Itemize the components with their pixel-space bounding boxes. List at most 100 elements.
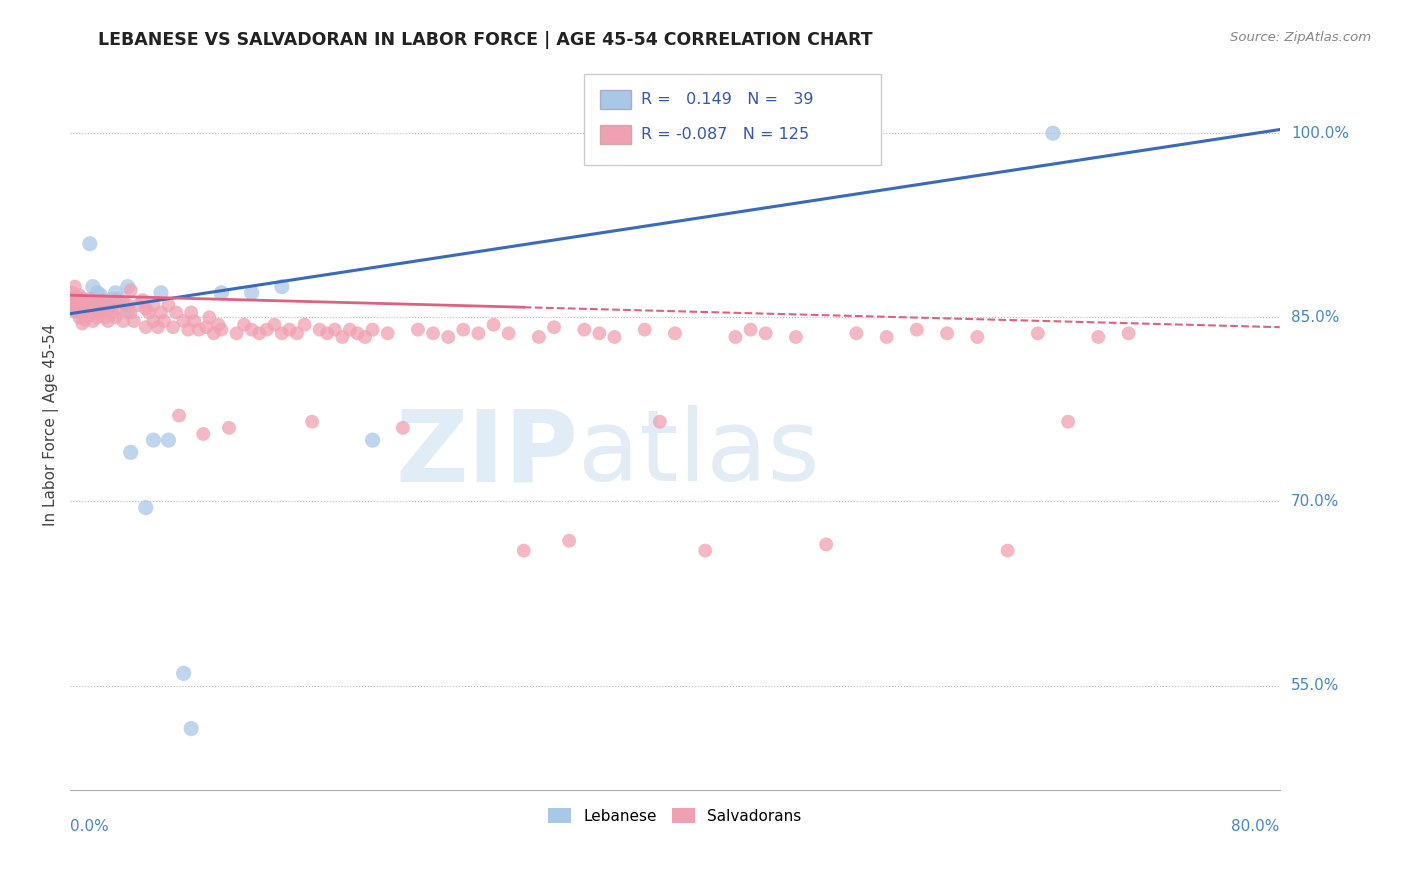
Point	[149, 305, 172, 319]
Point	[316, 326, 339, 341]
Point	[63, 301, 86, 315]
Point	[339, 323, 361, 337]
Point	[361, 323, 384, 337]
Point	[270, 279, 292, 293]
Point	[62, 301, 84, 315]
Point	[75, 298, 97, 312]
Point	[173, 666, 195, 681]
Point	[117, 298, 139, 312]
Text: 0.0%: 0.0%	[70, 819, 110, 834]
Point	[905, 323, 928, 337]
Point	[453, 323, 475, 337]
Point	[574, 323, 596, 337]
Point	[82, 279, 104, 293]
Point	[543, 320, 565, 334]
Point	[142, 433, 165, 447]
Point	[75, 313, 97, 327]
Point	[60, 292, 83, 306]
Text: ZIP: ZIP	[395, 406, 578, 502]
Point	[69, 295, 91, 310]
Point	[101, 305, 124, 319]
Point	[65, 291, 87, 305]
Point	[67, 294, 90, 309]
Point	[79, 292, 101, 306]
Point	[278, 323, 301, 337]
Point	[207, 318, 229, 332]
Point	[724, 330, 747, 344]
Point	[97, 295, 120, 310]
Point	[127, 298, 149, 312]
Point	[997, 543, 1019, 558]
Text: 85.0%: 85.0%	[1291, 310, 1339, 325]
Text: R = -0.087   N = 125: R = -0.087 N = 125	[641, 128, 810, 143]
Point	[603, 330, 626, 344]
Point	[755, 326, 778, 341]
Point	[180, 305, 202, 319]
Point	[67, 288, 90, 302]
Point	[301, 415, 323, 429]
Point	[240, 285, 263, 300]
Point	[135, 320, 157, 334]
Point	[558, 533, 581, 548]
Point	[135, 301, 157, 316]
Point	[89, 288, 111, 302]
Point	[97, 301, 120, 316]
Point	[513, 543, 536, 558]
Point	[84, 301, 107, 316]
Point	[392, 421, 415, 435]
Point	[67, 310, 90, 325]
Point	[467, 326, 489, 341]
Text: Source: ZipAtlas.com: Source: ZipAtlas.com	[1230, 31, 1371, 45]
Point	[146, 320, 169, 334]
Point	[72, 301, 94, 315]
Point	[527, 330, 550, 344]
Point	[1042, 126, 1064, 140]
Point	[1057, 415, 1080, 429]
Point	[138, 305, 160, 319]
Point	[162, 320, 184, 334]
Point	[89, 298, 111, 312]
Point	[193, 427, 215, 442]
FancyBboxPatch shape	[585, 74, 880, 166]
Point	[1087, 330, 1109, 344]
Point	[60, 285, 83, 300]
Point	[104, 293, 127, 308]
Point	[482, 318, 505, 332]
Point	[77, 295, 100, 310]
Point	[72, 301, 94, 315]
Point	[77, 308, 100, 322]
Point	[936, 326, 959, 341]
Point	[135, 500, 157, 515]
Point	[86, 310, 108, 325]
Point	[165, 305, 187, 319]
Point	[180, 722, 202, 736]
Point	[263, 318, 285, 332]
Point	[1118, 326, 1140, 341]
Point	[75, 298, 97, 312]
Point	[209, 323, 232, 337]
Point	[87, 295, 110, 310]
Point	[225, 326, 247, 341]
Point	[117, 279, 139, 293]
Point	[354, 330, 377, 344]
Y-axis label: In Labor Force | Age 45-54: In Labor Force | Age 45-54	[44, 324, 59, 526]
Point	[153, 314, 176, 328]
Point	[648, 415, 671, 429]
Point	[63, 279, 86, 293]
Point	[63, 304, 86, 318]
Point	[285, 326, 308, 341]
FancyBboxPatch shape	[600, 126, 631, 145]
Point	[67, 304, 90, 318]
Point	[437, 330, 460, 344]
Point	[142, 298, 165, 312]
FancyBboxPatch shape	[600, 90, 631, 109]
Legend: Lebanese, Salvadorans: Lebanese, Salvadorans	[543, 802, 807, 830]
Point	[112, 295, 135, 310]
Point	[82, 298, 104, 312]
Point	[377, 326, 399, 341]
Text: LEBANESE VS SALVADORAN IN LABOR FORCE | AGE 45-54 CORRELATION CHART: LEBANESE VS SALVADORAN IN LABOR FORCE | …	[98, 31, 873, 49]
Point	[815, 537, 838, 551]
Point	[167, 409, 190, 423]
Point	[66, 304, 89, 318]
Point	[664, 326, 686, 341]
